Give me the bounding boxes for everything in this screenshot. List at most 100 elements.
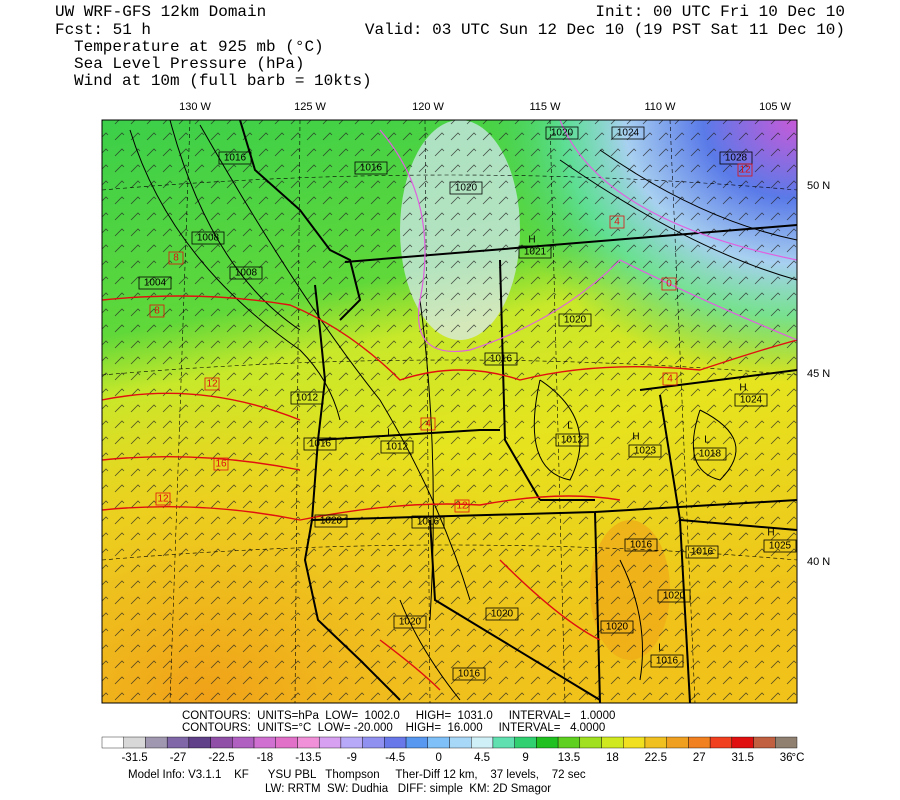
field-line: Sea Level Pressure (hPa) [74,55,304,73]
colorbar-swatch [775,736,798,749]
pressure-label: 1012 [296,393,319,404]
temperature-label: 8 [173,253,179,264]
colorbar-swatch [666,736,689,749]
pressure-label: 1008 [197,233,220,244]
label-box [737,163,753,177]
colorbar-swatch [253,736,276,749]
colorbar-swatch [623,736,646,749]
temperature-label: 4 [667,374,673,385]
pressure-label: H [528,235,535,246]
longitude-label: 115 W [530,101,562,113]
colorbar-label: -27 [170,752,187,764]
colorbar-label: 27 [693,752,706,764]
pressure-label: 1028 [725,153,748,164]
label-box [485,607,519,621]
colorbar-label: 4.5 [474,752,490,764]
colorbar-swatch [166,736,190,749]
colorbar-swatch [557,736,581,749]
pressure-label: 1012 [386,442,409,453]
label-box [609,215,625,229]
pressure-label: 1016 [630,540,653,551]
longitude-label: 105 W [759,101,791,113]
colorbar-swatch [492,736,515,749]
pressure-label: 1004 [144,278,167,289]
colorbar-swatch [297,736,320,749]
label-box [558,313,592,327]
label-box [662,372,678,386]
label-box [484,352,518,366]
pressure-label: 1020 [551,128,574,139]
temperature-label: 12 [456,501,468,512]
label-box [661,277,677,291]
label-box [600,620,634,634]
label-box [650,654,684,668]
temperature-label: 12 [157,494,169,505]
pressure-label: 1021 [524,247,547,258]
label-box [168,251,184,265]
label-box [213,457,229,471]
pressure-label: 1024 [740,395,763,406]
colorbar-swatch [145,736,168,749]
label-box [290,391,324,405]
pressure-label: 1020 [663,591,686,602]
colorbar-swatch [384,736,407,749]
pressure-label: L [567,421,573,432]
temperature-label: 0 [666,279,672,290]
pressure-label: 1016 [224,153,247,164]
label-box [303,437,337,451]
label-box [611,126,645,140]
colorbar-swatch [731,736,754,749]
pressure-label: 1012 [561,435,584,446]
pressure-label: 1016 [490,354,513,365]
pressure-label: L [658,643,664,654]
label-box [452,667,486,681]
field-line: Temperature at 925 mb (°C) [74,38,324,56]
label-box [685,545,719,559]
colorbar-swatch [340,736,363,749]
pressure-label: 1018 [699,449,722,460]
map-frame [101,119,798,704]
colorbar-label: 18 [606,752,619,764]
field-line: Wind at 10m (full barb = 10kts) [74,72,372,90]
pressure-label: 1016 [691,547,714,558]
colorbar-swatch [101,736,124,749]
colorbar-swatch [275,736,298,749]
temperature-label: 8 [154,306,160,317]
label-box [734,393,768,407]
pressure-label: 1016 [360,163,383,174]
longitude-label: 130 W [179,101,211,113]
colorbar-swatch [449,736,472,749]
colorbar-swatch [405,736,428,749]
colorbar-label: -4.5 [385,752,405,764]
colorbar-label: -13.5 [295,752,321,764]
longitude-label: 110 W [645,101,677,113]
colorbar-swatch [362,736,385,749]
longitude-label: 125 W [294,101,326,113]
label-box [555,433,589,447]
colorbar-swatch [188,736,211,749]
label-box [420,417,436,431]
colorbar-label: 0 [435,752,441,764]
pressure-label: 1016 [656,656,679,667]
pressure-label: L [387,428,393,439]
pressure-label: H [739,383,746,394]
colorbar-swatch [688,736,711,749]
colorbar-label: -9 [347,752,357,764]
label-box [229,266,263,280]
label-box [719,151,753,165]
pressure-label: 1020 [564,315,587,326]
pressure-label: 1016 [458,669,481,680]
colorbar-swatch [232,736,255,749]
pressure-label: 1020 [491,609,514,620]
label-box [624,538,658,552]
label-box [454,499,470,513]
pressure-label: 1028 [320,516,343,527]
latitude-label: 50 N [807,180,830,192]
model-info: Model Info: V3.1.1 KF YSU PBL Thompson T… [128,769,586,781]
map-field [102,120,797,703]
label-box [314,514,348,528]
colorbar-swatch [709,736,733,749]
valid-time: Valid: 03 UTC Sun 12 Dec 10 (19 PST Sat … [365,21,845,39]
